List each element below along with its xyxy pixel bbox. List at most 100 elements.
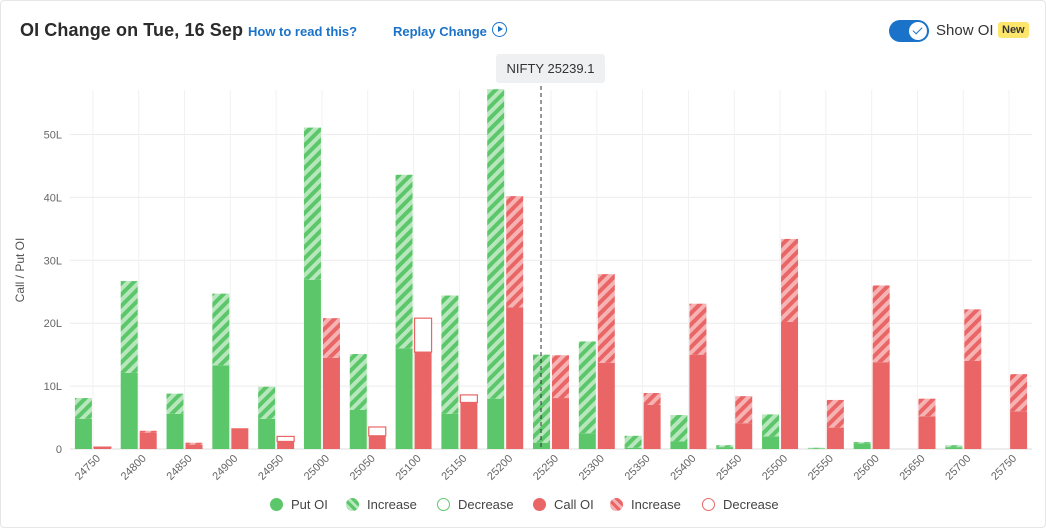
put-increase-bar[interactable]: [212, 293, 230, 366]
x-tick-label: 25600: [852, 453, 882, 483]
call-increase-bar[interactable]: [872, 285, 890, 363]
call-increase-bar[interactable]: [689, 303, 707, 355]
put-increase-bar[interactable]: [395, 174, 413, 349]
call-increase-bar[interactable]: [139, 430, 157, 433]
call-oi-bar[interactable]: [414, 352, 432, 449]
put-oi-bar[interactable]: [441, 413, 459, 449]
put-oi-bar[interactable]: [166, 413, 184, 449]
x-tick-label: 25100: [394, 453, 424, 483]
put-oi-bar[interactable]: [212, 365, 230, 449]
call-oi-bar[interactable]: [368, 435, 386, 449]
call-oi-bar[interactable]: [460, 402, 478, 449]
put-oi-bar[interactable]: [853, 443, 871, 449]
call-increase-bar[interactable]: [735, 396, 753, 424]
put-oi-bar[interactable]: [303, 279, 321, 449]
call-oi-bar[interactable]: [93, 447, 111, 449]
call-oi-bar[interactable]: [1010, 411, 1028, 449]
page-title: OI Change on Tue, 16 Sep: [20, 20, 244, 40]
call-decrease-bar[interactable]: [459, 394, 478, 404]
put-increase-bar[interactable]: [807, 447, 825, 449]
call-oi-bar[interactable]: [552, 398, 569, 449]
y-tick-label: 20L: [44, 318, 62, 330]
put-increase-bar[interactable]: [853, 442, 871, 444]
call-increase-bar[interactable]: [643, 393, 661, 405]
call-oi-bar[interactable]: [139, 432, 157, 449]
put-increase-bar[interactable]: [945, 445, 963, 448]
filled-circle-icon: [270, 498, 283, 511]
put-oi-bar[interactable]: [716, 447, 734, 449]
put-increase-bar[interactable]: [166, 393, 184, 414]
put-increase-bar[interactable]: [258, 386, 276, 419]
call-increase-bar[interactable]: [1010, 374, 1028, 412]
show-oi-toggle[interactable]: [889, 20, 929, 42]
x-tick-label: 24800: [119, 453, 149, 483]
put-increase-bar[interactable]: [441, 295, 459, 414]
call-decrease-bar[interactable]: [276, 435, 295, 443]
put-increase-bar[interactable]: [303, 127, 321, 280]
put-oi-bar[interactable]: [395, 348, 413, 449]
put-increase-bar[interactable]: [716, 445, 734, 448]
how-to-read-link[interactable]: How to read this?: [248, 24, 358, 39]
put-oi-bar[interactable]: [487, 398, 505, 449]
call-oi-bar[interactable]: [597, 362, 615, 449]
call-oi-bar[interactable]: [506, 307, 524, 449]
call-oi-bar[interactable]: [231, 428, 249, 449]
call-oi-bar[interactable]: [964, 360, 982, 449]
call-oi-bar[interactable]: [781, 321, 799, 449]
put-increase-bar[interactable]: [624, 435, 642, 448]
put-increase-bar[interactable]: [578, 341, 596, 434]
call-increase-bar[interactable]: [781, 238, 799, 322]
x-tick-label: 24750: [73, 453, 103, 483]
put-oi-bar[interactable]: [578, 433, 596, 449]
put-increase-bar[interactable]: [349, 354, 367, 411]
call-oi-bar[interactable]: [735, 423, 753, 449]
put-oi-bar[interactable]: [120, 372, 138, 449]
call-increase-bar[interactable]: [506, 196, 524, 308]
put-increase-bar[interactable]: [533, 354, 550, 443]
call-oi-bar[interactable]: [826, 427, 844, 449]
put-oi-bar[interactable]: [258, 418, 276, 449]
y-tick-label: 30L: [44, 255, 62, 267]
replay-change-link[interactable]: Replay Change: [393, 24, 487, 39]
call-oi-bar[interactable]: [689, 354, 707, 449]
call-oi-bar[interactable]: [277, 441, 295, 449]
call-increase-bar[interactable]: [322, 318, 340, 358]
x-tick-label: 25150: [439, 453, 469, 483]
call-oi-bar[interactable]: [185, 444, 203, 449]
call-decrease-bar[interactable]: [368, 426, 387, 437]
x-tick-label: 25050: [348, 453, 378, 483]
call-decrease-bar[interactable]: [413, 317, 433, 353]
x-tick-label: 25550: [806, 453, 836, 483]
legend-put-decrease-label: Decrease: [458, 497, 514, 512]
x-tick-label: 25300: [577, 453, 607, 483]
striped-circle-icon: [346, 498, 359, 511]
call-increase-bar[interactable]: [597, 274, 615, 363]
call-oi-bar[interactable]: [918, 416, 936, 449]
put-oi-bar[interactable]: [624, 447, 642, 449]
put-oi-bar[interactable]: [807, 448, 825, 449]
call-increase-bar[interactable]: [552, 355, 569, 399]
legend-call-increase-label: Increase: [631, 497, 681, 512]
call-oi-bar[interactable]: [322, 357, 340, 449]
call-increase-bar[interactable]: [918, 398, 936, 417]
call-increase-bar[interactable]: [964, 309, 982, 361]
put-oi-bar[interactable]: [762, 436, 780, 449]
call-oi-bar[interactable]: [872, 362, 890, 449]
call-increase-bar[interactable]: [185, 442, 203, 445]
x-tick-label: 24950: [256, 453, 286, 483]
put-increase-bar[interactable]: [487, 89, 505, 399]
legend-call-decrease-label: Decrease: [723, 497, 779, 512]
put-increase-bar[interactable]: [670, 415, 688, 442]
call-increase-bar[interactable]: [826, 399, 844, 428]
legend-put-increase-label: Increase: [367, 497, 417, 512]
call-decrease-bar[interactable]: [93, 446, 112, 449]
put-oi-bar[interactable]: [349, 410, 367, 449]
play-circle-icon[interactable]: [492, 22, 507, 37]
put-oi-bar[interactable]: [945, 447, 963, 449]
put-increase-bar[interactable]: [74, 398, 92, 419]
call-oi-bar[interactable]: [643, 404, 661, 449]
put-increase-bar[interactable]: [120, 281, 138, 373]
put-increase-bar[interactable]: [762, 414, 780, 437]
put-oi-bar[interactable]: [74, 418, 92, 449]
put-oi-bar[interactable]: [670, 441, 688, 449]
